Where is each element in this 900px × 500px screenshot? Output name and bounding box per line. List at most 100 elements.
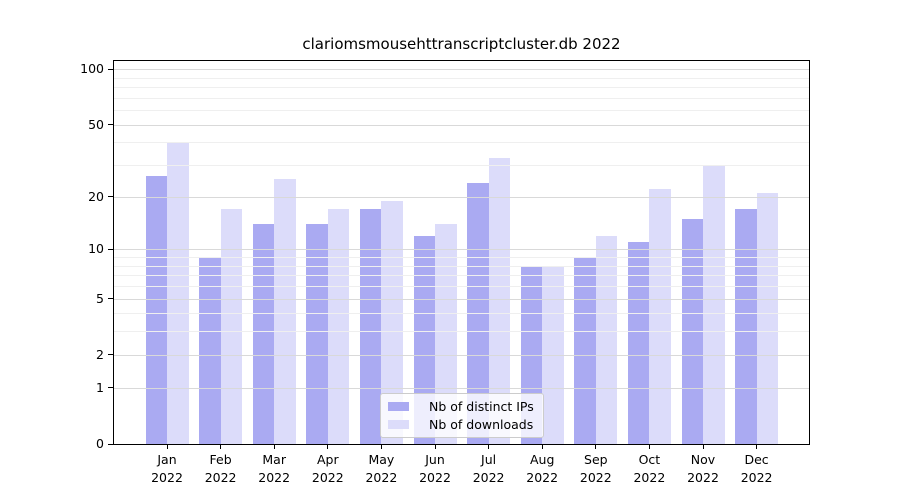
minor-gridline-40 xyxy=(114,142,809,144)
x-tick-year-aug: 2022 xyxy=(526,470,559,485)
x-tick-label-jun: Jun 2022 xyxy=(403,451,467,487)
x-tick-year-mar: 2022 xyxy=(258,470,291,485)
y-tick-label-1: 1 xyxy=(96,379,104,395)
y-tick-50 xyxy=(108,124,113,126)
major-gridline-50 xyxy=(114,124,809,126)
bar-downloads-nov xyxy=(703,165,725,444)
bar-distinct-ips-oct xyxy=(627,242,650,444)
bars-layer xyxy=(114,61,809,444)
x-tick-year-jan: 2022 xyxy=(151,470,183,485)
x-tick-jul xyxy=(488,445,490,449)
x-tick-aug xyxy=(541,445,543,449)
chart-title: clariomsmousehttranscriptcluster.db 2022 xyxy=(302,35,621,53)
y-tick-100 xyxy=(108,68,113,70)
y-tick-label-2: 2 xyxy=(96,346,104,362)
x-tick-jun xyxy=(434,445,436,449)
y-tick-label-0: 0 xyxy=(96,436,104,451)
bar-downloads-jul xyxy=(488,157,511,444)
bar-downloads-feb xyxy=(220,209,243,444)
x-tick-nov xyxy=(702,445,704,449)
bar-distinct-ips-may xyxy=(359,209,382,444)
major-gridline-100 xyxy=(114,69,809,71)
x-tick-year-may: 2022 xyxy=(365,470,398,485)
major-gridline-5 xyxy=(114,298,809,300)
bar-distinct-ips-mar xyxy=(252,224,275,444)
legend-swatch-distinct-ips-icon xyxy=(388,401,409,411)
y-tick-label-20: 20 xyxy=(88,188,104,204)
x-tick-month-sep: Sep xyxy=(584,452,608,467)
x-tick-year-jun: 2022 xyxy=(419,470,451,485)
x-tick-month-jul: Jul xyxy=(481,452,497,467)
x-tick-sep xyxy=(595,445,597,449)
minor-gridline-80 xyxy=(114,87,809,89)
bar-downloads-apr xyxy=(327,209,350,444)
x-tick-year-feb: 2022 xyxy=(204,470,237,485)
major-gridline-10 xyxy=(114,249,809,251)
major-gridline-20 xyxy=(114,196,809,198)
legend-label-distinct-ips: Nb of distinct IPs xyxy=(429,398,534,414)
x-tick-oct xyxy=(648,445,651,449)
minor-gridline-7 xyxy=(114,275,809,277)
minor-gridline-60 xyxy=(114,110,809,112)
bar-distinct-ips-jun xyxy=(413,235,435,444)
minor-gridline-8 xyxy=(114,265,809,267)
legend-label-downloads: Nb of downloads xyxy=(429,417,534,433)
x-tick-dec xyxy=(756,445,758,449)
x-tick-label-jan: Jan 2022 xyxy=(135,451,199,487)
x-tick-month-oct: Oct xyxy=(638,452,661,467)
major-gridline-2 xyxy=(114,354,809,356)
y-tick-5 xyxy=(108,298,113,300)
x-tick-label-apr: Apr 2022 xyxy=(296,451,360,487)
bar-downloads-jan xyxy=(167,142,189,444)
bar-downloads-dec xyxy=(756,193,779,444)
minor-gridline-3 xyxy=(114,331,809,333)
x-tick-month-mar: Mar xyxy=(262,452,286,467)
major-gridline-1 xyxy=(114,387,809,389)
grid-layer xyxy=(114,61,809,444)
y-tick-label-5: 5 xyxy=(96,290,104,306)
x-tick-year-nov: 2022 xyxy=(687,470,719,485)
x-tick-year-apr: 2022 xyxy=(311,470,344,485)
x-tick-month-apr: Apr xyxy=(316,452,339,467)
minor-gridline-70 xyxy=(114,97,809,99)
bar-downloads-oct xyxy=(649,189,671,444)
bar-downloads-jun xyxy=(435,224,457,444)
x-tick-label-oct: Oct 2022 xyxy=(617,451,681,487)
x-tick-mar xyxy=(273,445,275,449)
legend-swatch-downloads-icon xyxy=(388,420,409,430)
y-tick-2 xyxy=(108,354,113,356)
x-tick-label-nov: Nov 2022 xyxy=(671,451,735,487)
minor-gridline-4 xyxy=(114,313,809,315)
bar-distinct-ips-jan xyxy=(145,176,167,444)
x-tick-label-jul: Jul 2022 xyxy=(457,451,521,487)
x-tick-month-dec: Dec xyxy=(744,452,769,467)
x-tick-jan xyxy=(166,445,168,449)
x-tick-label-mar: Mar 2022 xyxy=(242,451,306,487)
x-tick-month-nov: Nov xyxy=(690,452,716,467)
y-tick-label-10: 10 xyxy=(88,241,104,257)
y-tick-label-100: 100 xyxy=(80,61,104,77)
x-tick-label-aug: Aug 2022 xyxy=(510,451,574,487)
bar-downloads-sep xyxy=(595,235,618,444)
minor-gridline-9 xyxy=(114,257,809,258)
bar-distinct-ips-sep xyxy=(574,257,596,444)
bar-distinct-ips-dec xyxy=(735,209,757,444)
bar-distinct-ips-apr xyxy=(306,224,328,444)
x-tick-apr xyxy=(327,445,329,449)
bar-downloads-may xyxy=(381,200,403,444)
x-tick-year-sep: 2022 xyxy=(579,470,612,485)
y-tick-0 xyxy=(108,443,113,445)
x-tick-month-aug: Aug xyxy=(529,452,555,467)
x-tick-month-jan: Jan xyxy=(157,452,177,467)
legend-item-distinct-ips: Nb of distinct IPs xyxy=(388,398,536,415)
x-tick-month-feb: Feb xyxy=(209,452,232,467)
minor-gridline-6 xyxy=(114,286,809,287)
x-tick-feb xyxy=(220,445,222,449)
x-tick-month-jun: Jun xyxy=(425,452,445,467)
bar-downloads-mar xyxy=(274,179,296,444)
x-tick-label-feb: Feb 2022 xyxy=(189,451,253,487)
y-tick-20 xyxy=(108,196,113,198)
x-tick-label-may: May 2022 xyxy=(349,451,413,487)
x-tick-year-jul: 2022 xyxy=(472,470,505,485)
